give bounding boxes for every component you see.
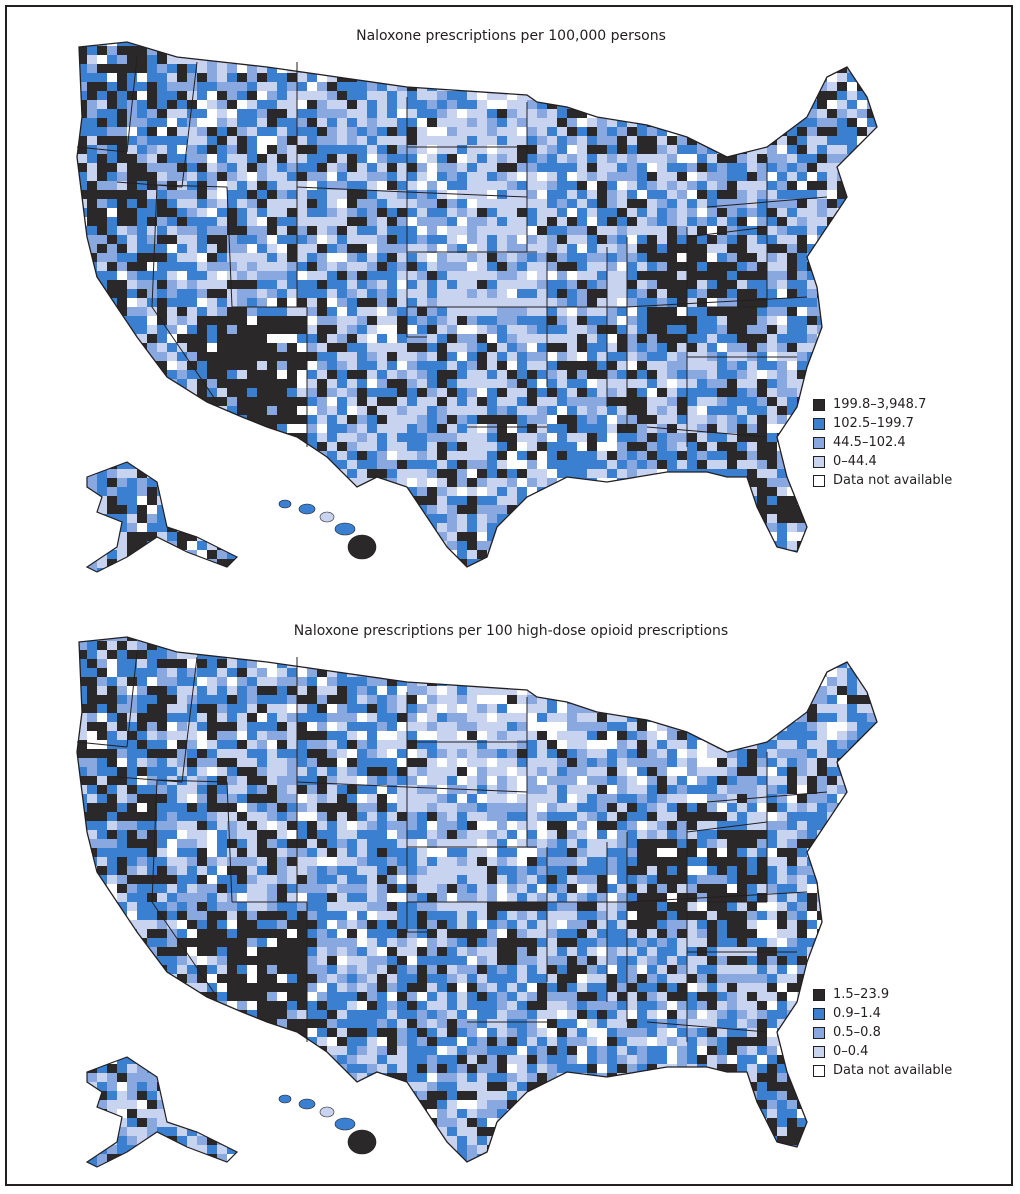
map-panel-per-100-high-dose-opioid: Naloxone prescriptions per 100 high-dose… xyxy=(7,602,1015,1187)
hawaii-island xyxy=(278,1094,292,1104)
legend-item: 1.5–23.9 xyxy=(813,985,952,1004)
legend-label: 0.5–0.8 xyxy=(833,1025,881,1040)
alaska-outline xyxy=(85,461,239,573)
map-title: Naloxone prescriptions per 100,000 perso… xyxy=(356,28,666,44)
legend-swatch-medium xyxy=(813,436,825,449)
legend-item: 0.9–1.4 xyxy=(813,1004,952,1023)
hawaii-island xyxy=(319,1106,335,1118)
legend-label: 0.9–1.4 xyxy=(833,1006,881,1021)
hawaii-island xyxy=(347,534,377,560)
legend-item: 44.5–102.4 xyxy=(813,433,952,452)
hawaii-island xyxy=(334,1117,356,1131)
hawaii-island xyxy=(334,522,356,536)
legend-label: 44.5–102.4 xyxy=(833,435,906,450)
legend-swatch-light xyxy=(813,455,825,468)
state-borders xyxy=(76,56,828,447)
legend-item: Data not available xyxy=(813,471,952,490)
hawaii-island xyxy=(298,503,316,515)
hawaii-island xyxy=(347,1129,377,1155)
choropleth-map-us-counties xyxy=(76,41,878,573)
legend-item: 102.5–199.7 xyxy=(813,414,952,433)
us-outline xyxy=(76,636,878,1163)
legend-label: 0–0.4 xyxy=(833,1044,869,1059)
hawaii-island xyxy=(319,511,335,523)
legend-label: Data not available xyxy=(833,473,953,488)
legend-item: 199.8–3,948.7 xyxy=(813,395,952,414)
legend-item: 0.5–0.8 xyxy=(813,1023,952,1042)
hawaii-island xyxy=(298,1098,316,1110)
legend-swatch-none xyxy=(813,1064,825,1077)
map-legend: 1.5–23.9 0.9–1.4 0.5–0.8 0–0.4 Data not … xyxy=(813,985,952,1080)
legend-swatch-light xyxy=(813,1045,825,1058)
hawaii-island xyxy=(278,499,292,509)
choropleth-map-us-counties xyxy=(76,636,878,1168)
figure-frame: Naloxone prescriptions per 100,000 perso… xyxy=(5,5,1013,1186)
map-title: Naloxone prescriptions per 100 high-dose… xyxy=(293,623,729,639)
legend-label: 0–44.4 xyxy=(833,454,877,469)
legend-item: 0–0.4 xyxy=(813,1042,952,1061)
legend-swatch-dark xyxy=(813,398,825,411)
county-cells xyxy=(77,637,877,1167)
county-cells xyxy=(77,42,877,572)
alaska-outline xyxy=(85,1056,239,1168)
legend-item: 0–44.4 xyxy=(813,452,952,471)
legend-label: 102.5–199.7 xyxy=(833,416,914,431)
legend-swatch-none xyxy=(813,474,825,487)
legend-label: 199.8–3,948.7 xyxy=(833,397,927,412)
state-borders xyxy=(76,651,828,1042)
legend-swatch-dark xyxy=(813,988,825,1001)
legend-swatch-blue xyxy=(813,417,825,430)
map-legend: 199.8–3,948.7 102.5–199.7 44.5–102.4 0–4… xyxy=(813,395,952,490)
legend-swatch-blue xyxy=(813,1007,825,1020)
legend-label: Data not available xyxy=(833,1063,953,1078)
legend-swatch-medium xyxy=(813,1026,825,1039)
legend-item: Data not available xyxy=(813,1061,952,1080)
map-panel-per-100000-persons: Naloxone prescriptions per 100,000 perso… xyxy=(7,7,1015,597)
legend-label: 1.5–23.9 xyxy=(833,987,890,1002)
us-outline xyxy=(76,41,878,568)
